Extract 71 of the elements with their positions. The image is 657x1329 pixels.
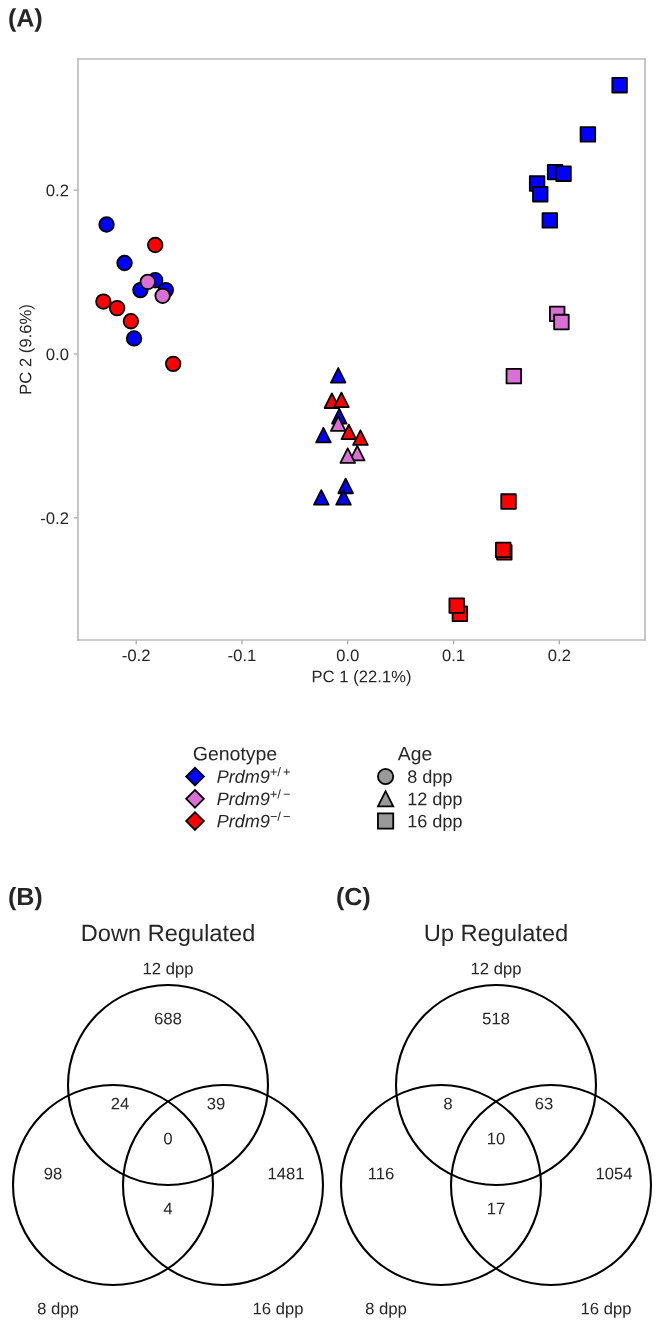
point: [555, 165, 572, 182]
point: [315, 426, 332, 444]
point: [165, 355, 182, 373]
text: 4: [163, 1202, 173, 1215]
point: [125, 330, 143, 347]
text: 98: [44, 1167, 62, 1180]
text: 16 dpp: [581, 1302, 631, 1318]
text: 8 dpp: [365, 1302, 407, 1318]
point: [98, 216, 115, 233]
text: 116: [368, 1167, 394, 1180]
point: [154, 287, 171, 305]
text: (C): [337, 887, 370, 911]
point: [339, 447, 356, 464]
text: 518: [482, 1012, 510, 1025]
text: 8: [444, 1097, 452, 1110]
text: Prdm9$^{+/+}$: [217, 766, 290, 784]
text: 39: [207, 1097, 225, 1110]
point: [335, 489, 352, 506]
x-tick-label: 0.2: [548, 649, 571, 662]
point: [448, 597, 465, 614]
point: [139, 273, 157, 291]
y-tick-label: -0.2: [41, 512, 69, 525]
point: [122, 313, 140, 330]
point: [532, 186, 549, 203]
text: Genotype: [193, 746, 277, 765]
text: (A): [9, 8, 42, 32]
point: [340, 423, 357, 441]
point: [147, 236, 164, 254]
point: [95, 293, 112, 310]
text: Up Regulated: [425, 923, 567, 947]
point: [505, 367, 523, 385]
text: 8 dpp: [408, 769, 452, 787]
text: 688: [154, 1012, 182, 1025]
point: [330, 415, 347, 432]
text: 1481: [268, 1167, 304, 1180]
point: [108, 299, 126, 317]
text: 16 dpp: [408, 814, 462, 832]
y-axis-title: PC 2 (9.6%): [19, 305, 35, 394]
text: 1054: [596, 1167, 633, 1180]
text: 0: [164, 1132, 172, 1145]
y-tick-label: 0.0: [46, 348, 69, 361]
point: [313, 489, 330, 506]
point: [116, 254, 133, 272]
y-tick-label: 0.2: [46, 184, 69, 197]
point: [541, 212, 558, 229]
text: 12 dpp: [143, 962, 193, 978]
text: 24: [111, 1097, 129, 1110]
text: 16 dpp: [253, 1302, 303, 1318]
x-tick-label: -0.1: [228, 649, 256, 662]
x-axis-title: PC 1 (22.1%): [312, 670, 411, 686]
point: [352, 429, 369, 446]
point: [333, 391, 350, 409]
text: Age: [397, 746, 432, 765]
text: 17: [488, 1202, 505, 1215]
point: [330, 367, 347, 384]
x-tick-label: 0.1: [442, 649, 465, 662]
text: Prdm9$^{−/−}$: [217, 811, 290, 828]
text: 12 dpp: [408, 792, 462, 809]
point: [611, 77, 628, 94]
text: Prdm9$^{+/−}$: [217, 789, 290, 806]
text: (B): [9, 887, 42, 911]
point: [579, 126, 597, 143]
text: 8 dpp: [37, 1302, 79, 1318]
text: Down Regulated: [82, 923, 254, 947]
point: [553, 313, 570, 331]
text: 10: [488, 1132, 505, 1145]
x-tick-label: -0.2: [122, 649, 150, 662]
text: 12 dpp: [471, 962, 521, 978]
text: 63: [535, 1097, 553, 1110]
point: [500, 493, 517, 510]
x-tick-label: 0.0: [336, 649, 359, 662]
